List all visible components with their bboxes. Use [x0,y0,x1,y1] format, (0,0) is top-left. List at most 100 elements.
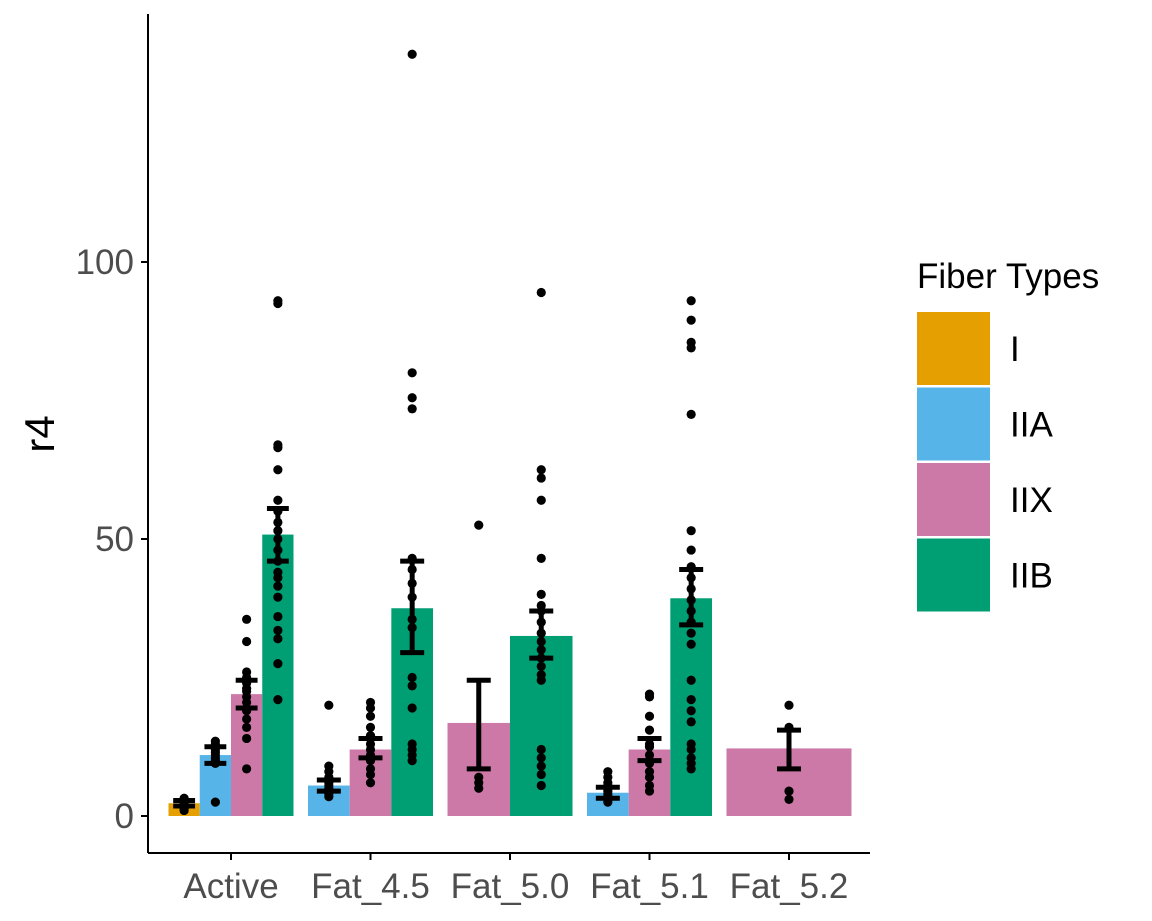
legend-label-iib: IIB [1010,557,1053,596]
data-point-fat-5-2-iix [784,786,794,796]
data-point-active-iix [242,614,252,624]
data-point-fat-5-1-iib [686,545,696,555]
bars-layer [168,534,852,816]
data-point-fat-4-5-iix [365,722,376,732]
data-point-fat-4-5-iib [407,564,417,575]
data-point-fat-5-0-iib [536,600,546,611]
data-point-fat-5-1-iib [686,617,696,627]
data-point-fat-5-1-iix [644,689,655,699]
data-point-fat-5-0-iib [536,287,546,298]
data-point-fat-4-5-iib [407,393,417,403]
data-point-fat-5-0-iib [536,473,546,483]
data-point-active-iib [273,611,283,622]
data-point-fat-4-5-iib [407,672,417,683]
data-point-fat-5-1-iib [686,695,696,705]
x-tick-label-fat-4-5: Fat_4.5 [311,867,430,906]
data-point-fat-4-5-iia [324,700,334,710]
data-point-fat-4-5-iib [407,592,417,602]
data-point-fat-5-1-iib [686,595,696,605]
data-point-active-iia [210,797,220,807]
data-point-fat-5-0-iib [536,645,546,655]
data-point-fat-4-5-iix [365,731,376,741]
data-point-active-iix [242,764,252,774]
data-point-fat-4-5-iix [365,697,376,708]
data-point-fat-5-1-iib [686,337,696,347]
data-point-fat-4-5-iib [407,368,417,378]
y-ticks: 0 50 100 [76,243,148,836]
data-point-fat-5-0-iib [536,753,546,763]
data-point-active-iix [242,636,252,647]
data-point-active-iix [242,722,252,732]
data-point-fat-5-0-iix [474,772,484,782]
legend-label-iia: IIA [1010,406,1053,445]
y-tick-label: 0 [115,797,134,836]
data-point-active-iix [242,706,252,716]
data-point-fat-5-1-iib [686,606,696,616]
data-point-active-iia [210,736,220,746]
data-point-fat-5-0-iib [536,744,546,755]
data-point-fat-5-1-iib [686,717,696,727]
data-point-fat-5-0-iib [536,465,546,475]
data-point-active-iib [273,506,283,516]
x-ticks: Active Fat_4.5 Fat_5.0 Fat_5.1 Fat_5.2 [183,853,848,906]
data-point-fat-5-1-iix [644,758,655,768]
data-point-fat-5-2-iix [784,794,794,804]
x-tick-label-fat-5-1: Fat_5.1 [590,867,709,906]
data-point-fat-4-5-iib [407,49,417,59]
data-point-fat-4-5-iib [407,681,417,691]
data-point-active-iib [273,695,283,705]
legend-items: I IIA IIX IIB [917,312,1053,612]
data-point-fat-5-1-iix [644,725,655,735]
legend-key-iib [917,538,990,612]
data-point-active-iib [273,534,283,544]
data-point-fat-5-0-iib [536,628,546,638]
data-point-fat-4-5-iib [407,739,417,749]
data-point-active-iib [273,625,283,636]
data-point-fat-4-5-iix [365,778,376,788]
data-point-fat-5-0-iib [536,653,546,663]
data-point-fat-5-1-iib [686,584,696,594]
legend-title: Fiber Types [917,257,1099,296]
data-point-fat-4-5-iib [407,553,417,563]
data-point-fat-5-1-iib [686,739,696,749]
y-axis-title: r4 [16,415,63,452]
data-point-fat-5-1-iib [686,753,696,763]
data-point-active-iix [242,733,252,744]
data-point-fat-5-1-iib [686,315,696,325]
data-point-fat-5-1-iix [644,780,655,791]
points-layer [179,49,794,816]
data-point-active-iib [273,526,283,536]
data-point-active-iib [273,567,283,577]
data-point-fat-5-0-iib [536,495,546,505]
data-point-fat-5-2-iix [784,722,794,732]
data-point-active-iib [273,592,283,602]
data-point-fat-5-1-iix [644,711,655,721]
y-tick-label: 50 [95,520,134,559]
data-point-fat-5-1-iib [686,628,696,638]
data-point-fat-5-0-iib [536,617,546,627]
data-point-fat-5-0-iib [536,661,546,672]
y-tick-label: 100 [76,243,134,282]
legend-label-i: I [1010,330,1020,369]
data-point-fat-5-0-iib [536,589,546,600]
data-point-fat-4-5-iix [365,764,376,774]
data-point-active-iib [273,465,283,475]
legend-label-iix: IIX [1010,481,1053,520]
data-point-active-iib [273,517,283,527]
data-point-fat-5-0-iib [536,769,546,780]
data-point-fat-5-1-iix [644,739,655,749]
data-point-fat-5-1-iib [686,639,696,649]
data-point-fat-4-5-iib [407,703,417,713]
data-point-fat-4-5-iib [407,404,417,414]
data-point-fat-5-0-iib [536,761,546,771]
x-tick-label-fat-5-0: Fat_5.0 [451,867,570,906]
data-point-active-iib [273,296,283,306]
data-point-fat-5-1-iib [686,296,696,306]
data-point-fat-5-1-iix [644,767,655,777]
data-point-fat-5-0-iix [474,520,484,530]
legend-key-iix [917,463,990,536]
data-point-fat-5-1-iib [686,526,696,536]
data-point-fat-5-1-iib [686,675,696,685]
data-point-fat-5-0-iib [536,780,546,791]
